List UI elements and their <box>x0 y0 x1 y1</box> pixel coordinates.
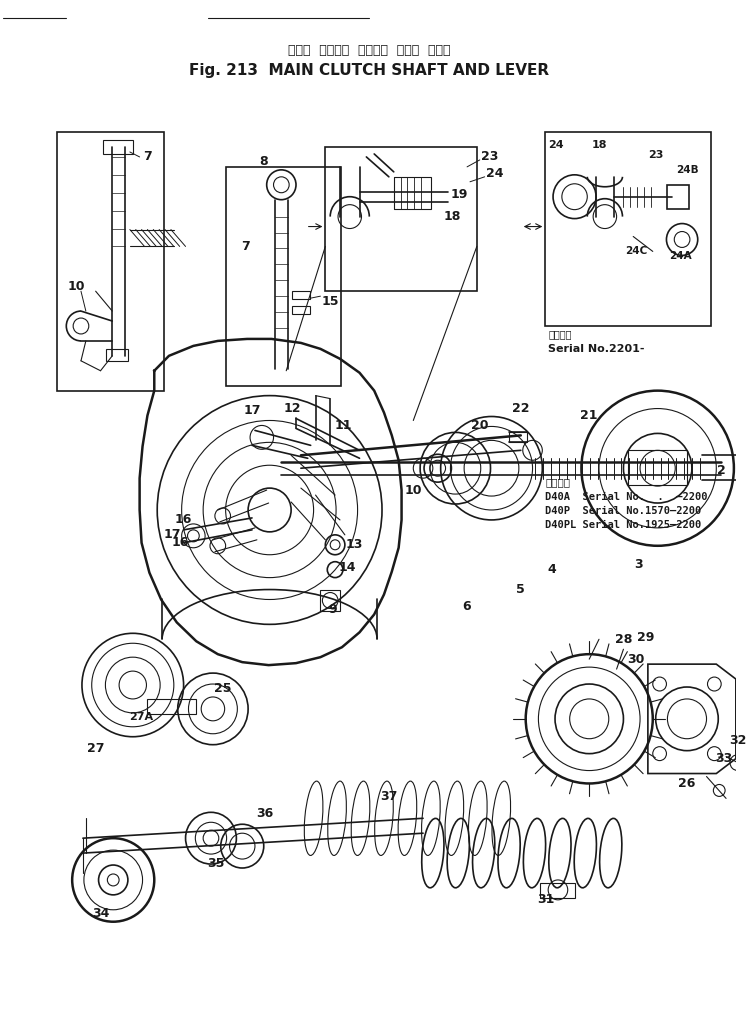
Bar <box>320 589 340 611</box>
Text: 23: 23 <box>481 150 498 163</box>
Text: 12: 12 <box>284 402 301 415</box>
Text: 37: 37 <box>380 790 398 803</box>
Text: 7: 7 <box>143 150 152 163</box>
Text: 7: 7 <box>241 240 250 252</box>
Text: 28: 28 <box>615 633 632 646</box>
Text: 2: 2 <box>717 463 725 477</box>
Text: 29: 29 <box>638 631 655 644</box>
Text: 9: 9 <box>328 603 338 615</box>
Text: 22: 22 <box>512 402 529 415</box>
Text: D40P  Serial No.1570–2200: D40P Serial No.1570–2200 <box>545 506 701 516</box>
Text: 17: 17 <box>243 404 261 417</box>
Text: 31: 31 <box>538 893 555 907</box>
Text: 24: 24 <box>548 140 564 150</box>
Text: 16: 16 <box>172 536 189 550</box>
Text: 適用番号: 適用番号 <box>548 329 572 339</box>
Text: 14: 14 <box>338 561 356 574</box>
Text: 8: 8 <box>260 155 268 168</box>
Text: Fig. 213  MAIN CLUTCH SHAFT AND LEVER: Fig. 213 MAIN CLUTCH SHAFT AND LEVER <box>189 63 549 78</box>
Text: D40A  Serial No.  .  –2200: D40A Serial No. . –2200 <box>545 492 708 502</box>
Text: 15: 15 <box>322 295 339 307</box>
Text: 17: 17 <box>163 528 181 541</box>
Text: 27A: 27A <box>130 712 154 722</box>
Text: Serial No.2201-: Serial No.2201- <box>548 344 645 354</box>
Text: 13: 13 <box>346 538 363 552</box>
Bar <box>56 132 164 390</box>
Bar <box>509 432 526 442</box>
Bar <box>104 140 133 154</box>
Bar <box>628 450 687 485</box>
Text: 25: 25 <box>214 682 232 696</box>
Bar <box>148 699 196 714</box>
Text: 24: 24 <box>486 167 503 180</box>
Text: D40PL Serial No.1925–2200: D40PL Serial No.1925–2200 <box>545 520 701 530</box>
Bar <box>292 291 310 299</box>
Bar <box>106 349 128 361</box>
Text: 21: 21 <box>580 409 598 422</box>
Bar <box>545 132 712 325</box>
Text: 10: 10 <box>68 280 85 293</box>
Text: 35: 35 <box>207 857 224 870</box>
Text: 33: 33 <box>716 752 733 766</box>
Text: 6: 6 <box>463 600 471 612</box>
Text: 5: 5 <box>517 583 525 596</box>
Bar <box>394 176 431 209</box>
Text: 適用番号: 適用番号 <box>545 478 570 487</box>
Bar <box>540 883 574 897</box>
Text: 30: 30 <box>628 653 645 665</box>
Text: 32: 32 <box>729 734 746 747</box>
Bar <box>668 185 689 209</box>
Text: 16: 16 <box>175 513 192 526</box>
Text: 26: 26 <box>678 777 696 790</box>
Text: 11: 11 <box>334 419 352 432</box>
Text: 23: 23 <box>648 150 664 160</box>
Text: 10: 10 <box>404 484 422 497</box>
Text: 34: 34 <box>92 908 110 921</box>
Text: 4: 4 <box>548 563 556 576</box>
Bar <box>292 306 310 314</box>
Text: 24B: 24B <box>676 165 698 174</box>
Text: 27: 27 <box>87 742 104 755</box>
Text: 24A: 24A <box>669 251 692 262</box>
Text: 24C: 24C <box>625 246 647 257</box>
Text: 18: 18 <box>591 140 607 150</box>
Bar <box>326 147 477 291</box>
Text: 19: 19 <box>451 189 468 201</box>
Text: 20: 20 <box>471 419 488 432</box>
Text: 36: 36 <box>256 807 273 819</box>
Bar <box>226 167 341 385</box>
Text: 18: 18 <box>444 210 461 223</box>
Text: 3: 3 <box>634 558 643 571</box>
Text: メイン  クラッチ  シャフト  および  レバー: メイン クラッチ シャフト および レバー <box>288 44 451 57</box>
